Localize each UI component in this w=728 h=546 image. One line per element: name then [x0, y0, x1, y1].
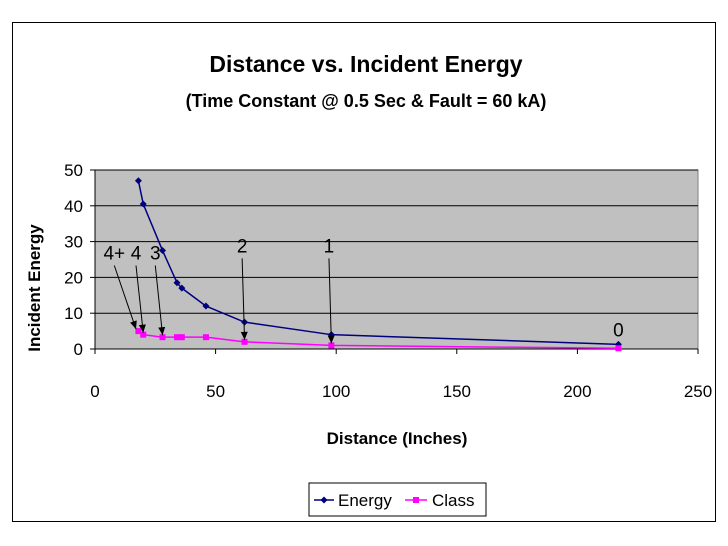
energy-data-point — [241, 318, 249, 326]
class-data-point — [615, 345, 622, 352]
energy-data-point — [173, 279, 181, 287]
annotations: 4+ 4 3 2 1 0 — [103, 236, 624, 344]
annotation-arrow — [135, 265, 144, 333]
legend-class-marker — [413, 497, 419, 503]
series-layer — [134, 177, 622, 352]
annotation-label: 0 — [613, 320, 624, 341]
annotation-arrowhead — [240, 331, 248, 340]
plot-area — [94, 169, 699, 350]
annotation-arrowhead — [158, 326, 166, 336]
annotation-arrowhead — [327, 335, 335, 344]
x-axis-label: Distance (Inches) — [327, 429, 468, 448]
class-data-point — [328, 342, 335, 349]
class-data-point — [135, 328, 142, 335]
class-data-point — [159, 334, 166, 341]
energy-data-point — [139, 200, 147, 208]
annotation-label: 4+ — [103, 244, 125, 265]
annotation-label: 2 — [237, 236, 248, 257]
legend-class-label: Class — [432, 491, 475, 510]
x-tick-label: 0 — [90, 382, 99, 401]
y-tick-label: 40 — [64, 197, 83, 216]
y-axis-label: Incident Energy — [25, 224, 44, 352]
y-tick-label: 10 — [64, 304, 83, 323]
legend: Energy Class — [308, 482, 487, 517]
annotation-arrow — [113, 265, 137, 330]
energy-data-point — [159, 247, 167, 255]
annotation-arrow — [241, 258, 246, 340]
annotation-arrow — [328, 258, 332, 344]
legend-energy-label: Energy — [338, 491, 392, 510]
annotation-label: 4 — [131, 244, 142, 265]
annotation-arrow — [154, 265, 164, 336]
y-tick-label: 20 — [64, 268, 83, 287]
class-data-point — [140, 331, 147, 338]
y-tick-label: 0 — [74, 340, 83, 359]
energy-data-point — [202, 302, 210, 310]
energy-data-point — [178, 284, 186, 292]
y-tick-label: 50 — [64, 161, 83, 180]
legend-energy-marker — [320, 496, 328, 504]
x-tick-label: 150 — [443, 382, 471, 401]
class-data-point — [202, 334, 209, 341]
chart-title: Distance vs. Incident Energy — [209, 51, 522, 77]
legend-box — [308, 482, 487, 517]
annotation-label: 1 — [324, 236, 335, 257]
annotation-arrowhead — [130, 320, 137, 330]
energy-data-point — [134, 177, 142, 185]
class-data-point — [174, 334, 181, 341]
class-data-point — [241, 338, 248, 345]
class-data-point — [178, 334, 185, 341]
grid-lines — [95, 169, 698, 314]
chart-subtitle: (Time Constant @ 0.5 Sec & Fault = 60 kA… — [186, 91, 547, 111]
annotation-label: 3 — [150, 244, 161, 265]
x-tick-label: 250 — [684, 382, 712, 401]
x-tick-label: 50 — [206, 382, 225, 401]
x-tick-label: 200 — [563, 382, 591, 401]
x-tick-label: 100 — [322, 382, 350, 401]
annotation-arrowhead — [138, 324, 146, 333]
y-tick-label: 30 — [64, 233, 83, 252]
